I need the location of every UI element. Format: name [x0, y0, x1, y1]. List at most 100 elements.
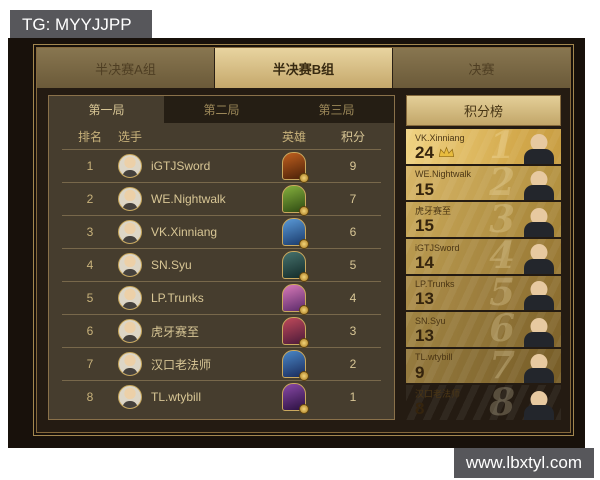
- player-photo: [520, 352, 558, 383]
- player-name: WE.Nightwalk: [151, 192, 226, 206]
- round-tab[interactable]: 第一局: [49, 96, 164, 123]
- leaderboard-player-name: LP.Trunks: [415, 279, 455, 290]
- round-tab[interactable]: 第三局: [279, 96, 394, 123]
- player-name: LP.Trunks: [151, 291, 204, 305]
- player-name: iGTJSword: [151, 159, 211, 173]
- player-photo: [520, 242, 558, 273]
- leaderboard-player-name: SN.Syu: [415, 315, 446, 326]
- row-score: 3: [349, 324, 357, 338]
- hero-icon: [282, 218, 309, 249]
- match-panel: 第一局 第二局 第三局 排名 选手 英雄 积分 1 iGTJSword: [48, 95, 395, 420]
- row-player-cell: 虎牙赛至: [118, 319, 263, 343]
- tg-watermark-badge: TG: MYYJJPP: [10, 10, 152, 40]
- content-area: 第一局 第二局 第三局 排名 选手 英雄 积分 1 iGTJSword: [37, 88, 570, 432]
- leaderboard-entry: 6 SN.Syu 13: [406, 312, 561, 347]
- game-screen: 半决赛A组 半决赛B组 决赛 第一局 第二局 第三局 排名 选手 英雄 积分: [8, 38, 585, 448]
- rank-watermark: 4: [489, 238, 515, 274]
- player-avatar: [118, 385, 142, 409]
- player-name: VK.Xinniang: [151, 225, 218, 239]
- hero-icon: [282, 251, 309, 282]
- player-photo: [520, 279, 558, 310]
- rank-watermark: 5: [489, 275, 515, 311]
- table-row: 1 iGTJSword 9: [62, 149, 381, 183]
- header-rank: 排名: [77, 129, 102, 144]
- leaderboard-score: 9: [415, 362, 425, 382]
- row-score: 6: [349, 225, 357, 239]
- table-row: 3 VK.Xinniang 6: [62, 215, 381, 249]
- row-hero-cell: [263, 317, 325, 348]
- player-photo: [520, 316, 558, 347]
- leaderboard-score: 15: [415, 179, 434, 199]
- player-photo: [520, 206, 558, 237]
- table-row: 7 汉口老法师 2: [62, 347, 381, 381]
- player-avatar: [118, 319, 142, 343]
- row-rank: 4: [86, 258, 94, 272]
- table-row: 5 LP.Trunks 4: [62, 281, 381, 315]
- leaderboard-entry: 2 WE.Nightwalk 15: [406, 165, 561, 201]
- header-score: 积分: [340, 129, 365, 144]
- leaderboard-score-row: 13: [415, 290, 561, 307]
- leaderboard-entry: 7 TL.wtybill 9: [406, 348, 561, 384]
- match-table: 排名 选手 英雄 积分 1 iGTJSword 9 2 WE.Nightwalk: [49, 123, 394, 419]
- header-player: 选手: [118, 129, 143, 144]
- round-tab[interactable]: 第二局: [164, 96, 279, 123]
- leaderboard-score: 15: [415, 216, 434, 236]
- leaderboard-score: 13: [415, 289, 434, 309]
- row-hero-cell: [263, 218, 325, 249]
- player-avatar: [118, 352, 142, 376]
- row-player-cell: WE.Nightwalk: [118, 187, 263, 211]
- rank-watermark: 1: [489, 129, 515, 164]
- group-tabbar: 半决赛A组 半决赛B组 决赛: [37, 48, 570, 88]
- rank-watermark: 8: [489, 385, 515, 420]
- group-tab[interactable]: 决赛: [393, 48, 570, 88]
- group-tab[interactable]: 半决赛A组: [37, 48, 215, 88]
- hero-icon: [282, 185, 309, 216]
- leaderboard-score: 24: [415, 142, 434, 162]
- leaderboard-player-name: iGTJSword: [415, 242, 460, 253]
- leaderboard-entry: 1 VK.Xinniang 24: [406, 129, 561, 164]
- table-row: 2 WE.Nightwalk 7: [62, 182, 381, 216]
- leaderboard-score-row: 9: [415, 364, 561, 381]
- row-score: 4: [349, 291, 357, 305]
- row-rank: 3: [86, 225, 94, 239]
- player-photo: [520, 169, 558, 200]
- group-tab[interactable]: 半决赛B组: [215, 48, 393, 88]
- table-row: 4 SN.Syu 5: [62, 248, 381, 282]
- player-avatar: [118, 286, 142, 310]
- row-score: 2: [349, 357, 357, 371]
- leaderboard-entry: 3 虎牙赛至 15: [406, 202, 561, 237]
- player-name: TL.wtybill: [151, 390, 202, 404]
- row-rank: 6: [86, 324, 94, 338]
- leaderboard-score-row: 13: [415, 327, 561, 344]
- leaderboard-player-name: 虎牙赛至: [415, 205, 452, 216]
- leaderboard-list: 1 VK.Xinniang 24 2 WE.Nightwalk 15 3 虎: [406, 129, 561, 420]
- row-player-cell: SN.Syu: [118, 253, 263, 277]
- hero-icon: [282, 383, 309, 414]
- leaderboard-score: 13: [415, 326, 434, 345]
- row-hero-cell: [263, 383, 325, 414]
- leaderboard-sidebar: 积分榜 1 VK.Xinniang 24 2 WE.Nightwalk 15: [406, 95, 561, 420]
- player-avatar: [118, 220, 142, 244]
- leaderboard-score-row: 24: [415, 144, 561, 161]
- hero-icon: [282, 152, 309, 183]
- player-photo: [520, 389, 558, 420]
- row-rank: 5: [86, 291, 94, 305]
- rank-watermark: 7: [489, 348, 515, 384]
- hero-icon: [282, 317, 309, 348]
- player-avatar: [118, 154, 142, 178]
- row-score: 1: [349, 390, 357, 404]
- table-row: 8 TL.wtybill 1: [62, 380, 381, 414]
- leaderboard-score-row: 15: [415, 217, 561, 234]
- player-name: 虎牙赛至: [151, 324, 200, 339]
- row-hero-cell: [263, 350, 325, 381]
- row-player-cell: iGTJSword: [118, 154, 263, 178]
- leaderboard-player-name: VK.Xinniang: [415, 132, 465, 143]
- leaderboard-title: 积分榜: [406, 95, 561, 126]
- leaderboard-score: 14: [415, 252, 434, 272]
- hero-icon: [282, 284, 309, 315]
- player-name: SN.Syu: [151, 258, 192, 272]
- row-rank: 1: [86, 159, 94, 173]
- row-player-cell: VK.Xinniang: [118, 220, 263, 244]
- frame-inner: 半决赛A组 半决赛B组 决赛 第一局 第二局 第三局 排名 选手 英雄 积分: [36, 47, 571, 433]
- row-player-cell: 汉口老法师: [118, 352, 263, 376]
